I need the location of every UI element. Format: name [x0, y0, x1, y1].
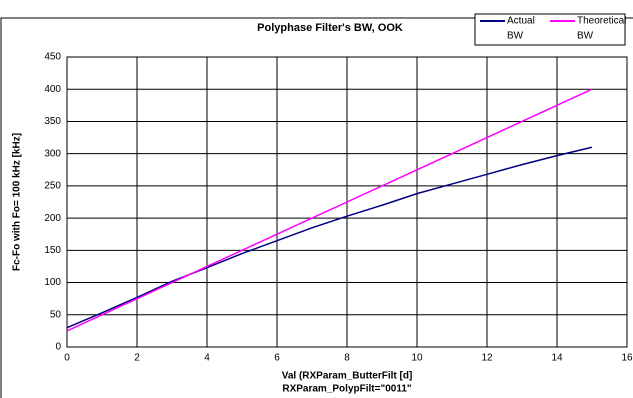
chart-title: Polyphase Filter's BW, OOK	[257, 22, 403, 34]
y-tick-label: 450	[44, 52, 61, 63]
y-tick-label: 100	[44, 277, 61, 288]
y-tick-label: 350	[44, 116, 61, 127]
x-tick-label: 0	[64, 353, 70, 364]
y-tick-label: 0	[55, 342, 61, 353]
chart-border	[0, 17, 633, 398]
y-axis-label: Fc-Fo with Fo= 100 kHz [kHz]	[12, 133, 23, 271]
y-tick-label: 50	[50, 309, 62, 320]
x-tick-label: 8	[344, 353, 350, 364]
series-line	[66, 146, 593, 329]
y-tick-label: 400	[44, 84, 61, 95]
legend	[474, 13, 626, 46]
y-tick-label: 300	[44, 148, 61, 159]
x-tick-label: 2	[134, 353, 140, 364]
x-axis-label: RXParam_PolypFilt="0011"	[282, 384, 412, 395]
legend-label: BW	[507, 31, 524, 42]
plot-border	[66, 56, 628, 348]
y-tick-label: 150	[44, 245, 61, 256]
x-tick-label: 4	[204, 353, 210, 364]
x-tick-label: 16	[621, 353, 633, 364]
y-tick-label: 250	[44, 181, 61, 192]
legend-label: Actual	[507, 16, 535, 27]
x-axis-label: Val (RXParam_ButterFilt [d]	[282, 371, 413, 382]
x-tick-label: 6	[274, 353, 280, 364]
x-tick-label: 10	[411, 353, 423, 364]
legend-label: Theoretical	[577, 16, 626, 27]
y-tick-label: 200	[44, 213, 61, 224]
x-tick-label: 14	[551, 353, 563, 364]
x-tick-label: 12	[481, 353, 493, 364]
series-line	[66, 88, 593, 332]
legend-label: BW	[577, 31, 594, 42]
